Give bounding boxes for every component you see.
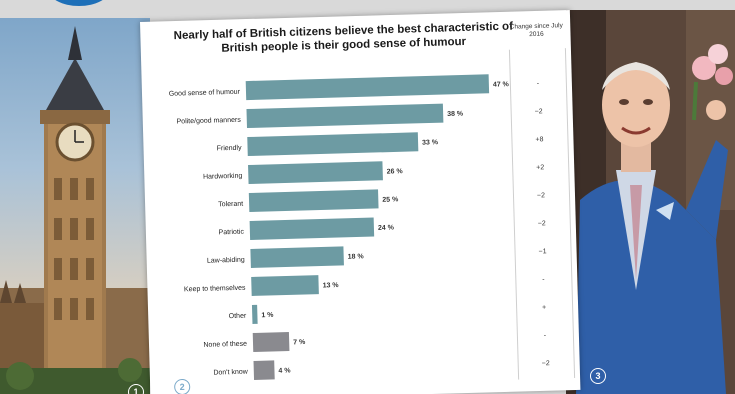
photo-number-badge-3: 3: [590, 368, 606, 384]
value-label: 33 %: [422, 139, 439, 146]
change-label: −2: [542, 360, 550, 367]
bar: [246, 103, 444, 129]
change-label: +8: [535, 136, 543, 143]
bar: [250, 246, 344, 268]
value-label: 4 %: [278, 367, 291, 374]
value-label: 25 %: [382, 196, 399, 203]
value-label: 26 %: [387, 168, 404, 175]
photo-number-badge-1: 1: [128, 384, 144, 394]
value-label: 24 %: [378, 224, 395, 231]
bar-chart: Good sense of humour 47 % - Polite/good man…: [169, 74, 550, 380]
bar: [252, 331, 290, 352]
big-ben-photo: 1: [0, 18, 150, 394]
bar: [253, 360, 275, 380]
change-label: -: [537, 80, 540, 87]
change-label: -: [544, 332, 547, 339]
change-label: +2: [536, 164, 544, 171]
value-label: 1 %: [261, 312, 274, 319]
change-label: +: [542, 304, 546, 311]
chart-number-badge-2: 2: [173, 378, 191, 394]
value-label: 7 %: [293, 339, 306, 346]
category-label: Don't know: [213, 369, 249, 377]
change-label: −2: [538, 220, 546, 227]
change-label: −2: [537, 192, 545, 199]
bar: [247, 132, 419, 157]
blue-badge-decoration: [48, 0, 110, 6]
category-label: Tolerant: [218, 201, 243, 209]
bar: [251, 275, 319, 296]
bar: [249, 217, 375, 241]
category-label: None of these: [203, 341, 247, 349]
bar: [248, 189, 379, 213]
category-label: Other: [229, 313, 247, 321]
category-label: Hardworking: [203, 173, 243, 181]
change-label: -: [542, 276, 545, 283]
category-label: Law-abiding: [207, 257, 245, 265]
category-label: Good sense of humour: [169, 89, 241, 98]
chart-card: Nearly half of British citizens believe …: [140, 9, 581, 394]
category-label: Keep to themselves: [184, 285, 246, 294]
value-label: 47 %: [493, 81, 510, 88]
change-label: −2: [535, 108, 543, 115]
value-label: 38 %: [447, 110, 464, 117]
person-photo: 3: [566, 10, 735, 394]
category-label: Friendly: [217, 145, 243, 153]
category-label: Polite/good manners: [176, 117, 241, 126]
value-label: 18 %: [348, 253, 365, 260]
category-label: Patriotic: [219, 229, 245, 237]
value-label: 13 %: [323, 282, 340, 289]
bar: [251, 304, 258, 324]
bar: [245, 74, 490, 101]
bar: [248, 161, 383, 185]
change-label: −1: [538, 248, 546, 255]
